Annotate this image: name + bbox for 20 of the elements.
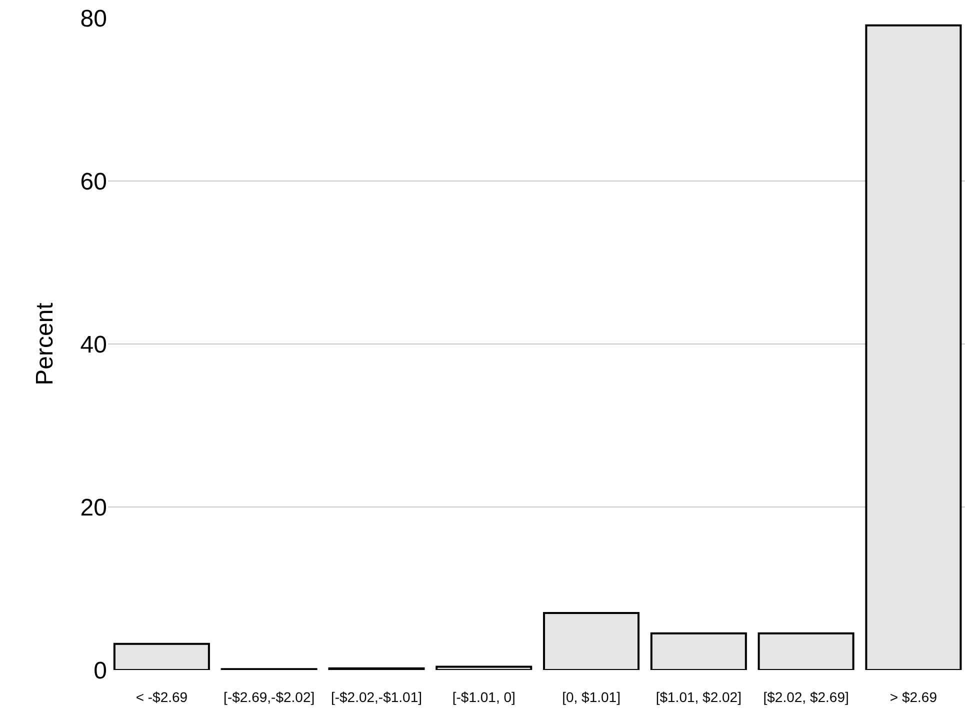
x-tick-label: [$2.02, $2.69]	[763, 688, 849, 705]
x-tick-label: [-$1.01, 0]	[452, 688, 516, 705]
x-tick-label: [-$2.02,-$1.01]	[330, 688, 422, 705]
y-tick-label: 20	[80, 494, 107, 522]
bar	[650, 632, 747, 670]
bar	[543, 612, 640, 670]
bar	[758, 632, 854, 670]
x-tick-label: [$1.01, $2.02]	[656, 688, 742, 705]
y-tick-label: 80	[80, 5, 107, 32]
y-tick-label: 60	[80, 168, 107, 196]
bar	[436, 666, 532, 670]
bar	[113, 642, 210, 670]
y-tick-label: 0	[94, 657, 107, 684]
x-tick-label: < -$2.69	[136, 688, 188, 705]
y-tick-label: 40	[80, 331, 107, 358]
y-axis-title: Percent	[31, 302, 58, 386]
x-tick-label: > $2.69	[890, 688, 938, 705]
bar	[865, 24, 962, 670]
x-tick-label: [-$2.69,-$2.02]	[224, 688, 315, 705]
x-tick-label: [0, $1.01]	[562, 688, 620, 705]
